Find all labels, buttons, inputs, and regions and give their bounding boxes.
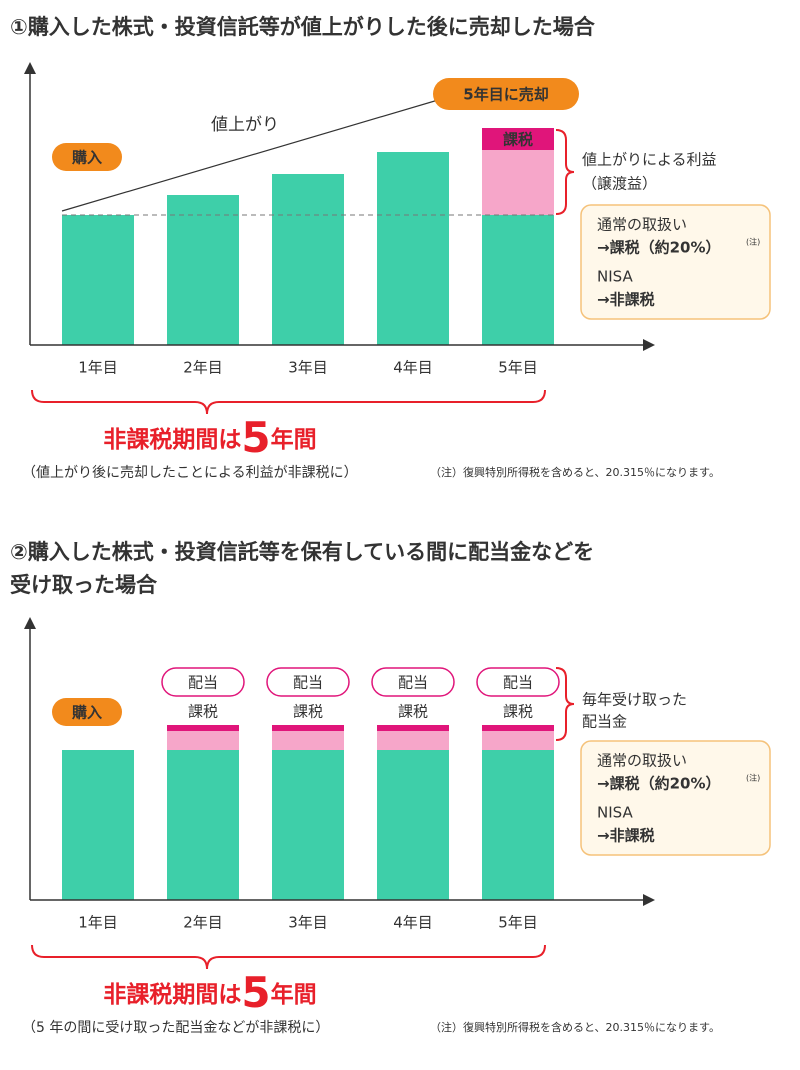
tax-segment [377, 725, 449, 731]
dividend-tag: 配当 [293, 674, 323, 692]
tax-tag: 課税 [503, 131, 533, 149]
buy-label: 購入 [71, 149, 102, 167]
sell-pill [433, 78, 579, 110]
gain-segment [482, 150, 554, 215]
period-suffix: 年間 [271, 981, 317, 1008]
box-line: 通常の取扱い [597, 752, 687, 770]
period-number: 5 [241, 413, 270, 462]
sell-label: 5年目に売却 [463, 86, 548, 104]
dividend-label: 配当金 [582, 713, 627, 731]
footnote: （注）復興特別所得税を含めると、20.315％になります。 [430, 1020, 720, 1034]
bar [377, 152, 449, 345]
year-label: 4年目 [393, 359, 433, 377]
period-brace [31, 389, 546, 415]
period-suffix: 年間 [271, 426, 317, 453]
year-label: 4年目 [393, 914, 433, 932]
buy-pill [52, 698, 122, 726]
gain-label: （譲渡益） [582, 175, 657, 193]
tax-segment [167, 725, 239, 731]
bar [377, 750, 449, 900]
period-number: 5 [241, 968, 270, 1017]
dividend-segment [377, 731, 449, 750]
box-line: →課税（約20%） [597, 239, 720, 257]
tax-segment [482, 725, 554, 731]
right-brace [555, 129, 575, 215]
dividend-pill [161, 667, 245, 697]
dividend-label: 毎年受け取った [582, 691, 687, 709]
tax-tag: 課税 [398, 703, 428, 721]
dividend-segment [482, 731, 554, 750]
bar [272, 750, 344, 900]
year-label: 5年目 [498, 914, 538, 932]
tax-segment [272, 725, 344, 731]
footnote: （注）復興特別所得税を含めると、20.315％になります。 [430, 465, 720, 479]
period-text: 非課税期間は5年間 [103, 413, 316, 462]
dividend-tag: 配当 [503, 674, 533, 692]
period-note: （5 年の間に受け取った配当金などが非課税に） [22, 1020, 329, 1036]
box-note: (注) [746, 773, 760, 783]
tax-segment [482, 128, 554, 150]
period-note: （値上がり後に売却したことによる利益が非課税に） [22, 465, 358, 481]
box-line: 通常の取扱い [597, 216, 687, 234]
tax-tag: 課税 [293, 703, 323, 721]
year-label: 5年目 [498, 359, 538, 377]
dividend-pill [476, 667, 560, 697]
year-label: 2年目 [183, 914, 223, 932]
year-label: 1年目 [78, 914, 118, 932]
dividend-tag: 配当 [188, 674, 218, 692]
buy-pill [52, 143, 122, 171]
tax-tag: 課税 [188, 703, 218, 721]
info-box [580, 204, 771, 320]
dividend-segment [167, 731, 239, 750]
year-label: 2年目 [183, 359, 223, 377]
box-line: →非課税 [597, 291, 655, 309]
gain-label: 値上がりによる利益 [582, 151, 717, 169]
bar [62, 215, 134, 345]
period-brace [31, 944, 546, 970]
period-prefix: 非課税期間は [103, 426, 241, 453]
dividend-segment [272, 731, 344, 750]
box-line: →非課税 [597, 827, 655, 845]
dividend-pill [371, 667, 455, 697]
bar [272, 174, 344, 345]
bar [482, 750, 554, 900]
section-title: 受け取った場合 [10, 573, 158, 597]
year-label: 3年目 [288, 914, 328, 932]
buy-label: 購入 [71, 704, 102, 722]
rise-label: 値上がり [211, 115, 279, 135]
section-title: ①購入した株式・投資信託等が値上がりした後に売却した場合 [10, 15, 596, 39]
box-line: →課税（約20%） [597, 775, 720, 793]
info-box [580, 740, 771, 856]
dividend-pill [266, 667, 350, 697]
year-label: 3年目 [288, 359, 328, 377]
period-text: 非課税期間は5年間 [103, 968, 316, 1017]
section-title: ②購入した株式・投資信託等を保有している間に配当金などを [10, 540, 594, 564]
period-prefix: 非課税期間は [103, 981, 241, 1008]
box-line: NISA [597, 804, 633, 822]
bar [167, 195, 239, 345]
bar [62, 750, 134, 900]
bar [167, 750, 239, 900]
tax-tag: 課税 [503, 703, 533, 721]
rise-arrow [61, 92, 458, 212]
box-line: NISA [597, 268, 633, 286]
year-label: 1年目 [78, 359, 118, 377]
dividend-tag: 配当 [398, 674, 428, 692]
box-note: (注) [746, 237, 760, 247]
right-brace [555, 667, 575, 741]
bar [482, 215, 554, 345]
